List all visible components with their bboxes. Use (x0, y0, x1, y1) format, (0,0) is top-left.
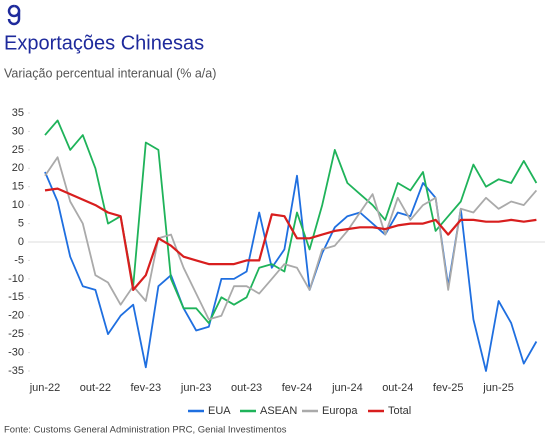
legend-label: ASEAN (260, 405, 297, 417)
x-tick-label: fev-25 (433, 382, 464, 394)
y-tick-label: 30 (12, 125, 24, 137)
y-tick-label: -20 (8, 310, 24, 322)
series-line (44, 171, 538, 372)
series-line (44, 187, 537, 291)
x-tick-label: out-24 (382, 382, 413, 394)
chart-subtitle: Variação percentual interanual (% a/a) (4, 66, 216, 80)
legend-label: Total (388, 405, 411, 417)
source: Fonte: Customs General Administration PR… (4, 425, 287, 436)
logo (7, 4, 21, 26)
x-tick-label: jun-22 (29, 382, 61, 394)
y-tick-label: -25 (8, 328, 24, 340)
x-tick-label: out-22 (80, 382, 111, 394)
y-tick-label: -30 (8, 346, 24, 358)
y-tick-label: -15 (8, 291, 24, 303)
y-tick-label: 10 (12, 199, 24, 211)
y-tick-label: -5 (14, 254, 24, 266)
y-tick-label: -35 (8, 365, 24, 377)
chart-title: Exportações Chinesas (4, 32, 204, 54)
y-tick-label: -10 (8, 273, 24, 285)
x-tick-label: fev-24 (282, 382, 313, 394)
x-tick-label: out-23 (231, 382, 262, 394)
y-tick-label: 5 (18, 217, 24, 229)
y-tick-label: 0 (18, 236, 24, 248)
series-line (44, 156, 538, 321)
x-tick-label: jun-25 (482, 382, 514, 394)
legend-label: Europa (322, 405, 358, 417)
x-tick-label: jun-24 (331, 382, 363, 394)
y-tick-label: 20 (12, 162, 24, 174)
y-tick-label: 25 (12, 144, 24, 156)
legend-label: EUA (208, 405, 231, 417)
y-tick-label: 35 (12, 107, 24, 119)
x-tick-label: fev-23 (131, 382, 162, 394)
x-tick-label: jun-23 (180, 382, 212, 394)
y-tick-label: 15 (12, 181, 24, 193)
